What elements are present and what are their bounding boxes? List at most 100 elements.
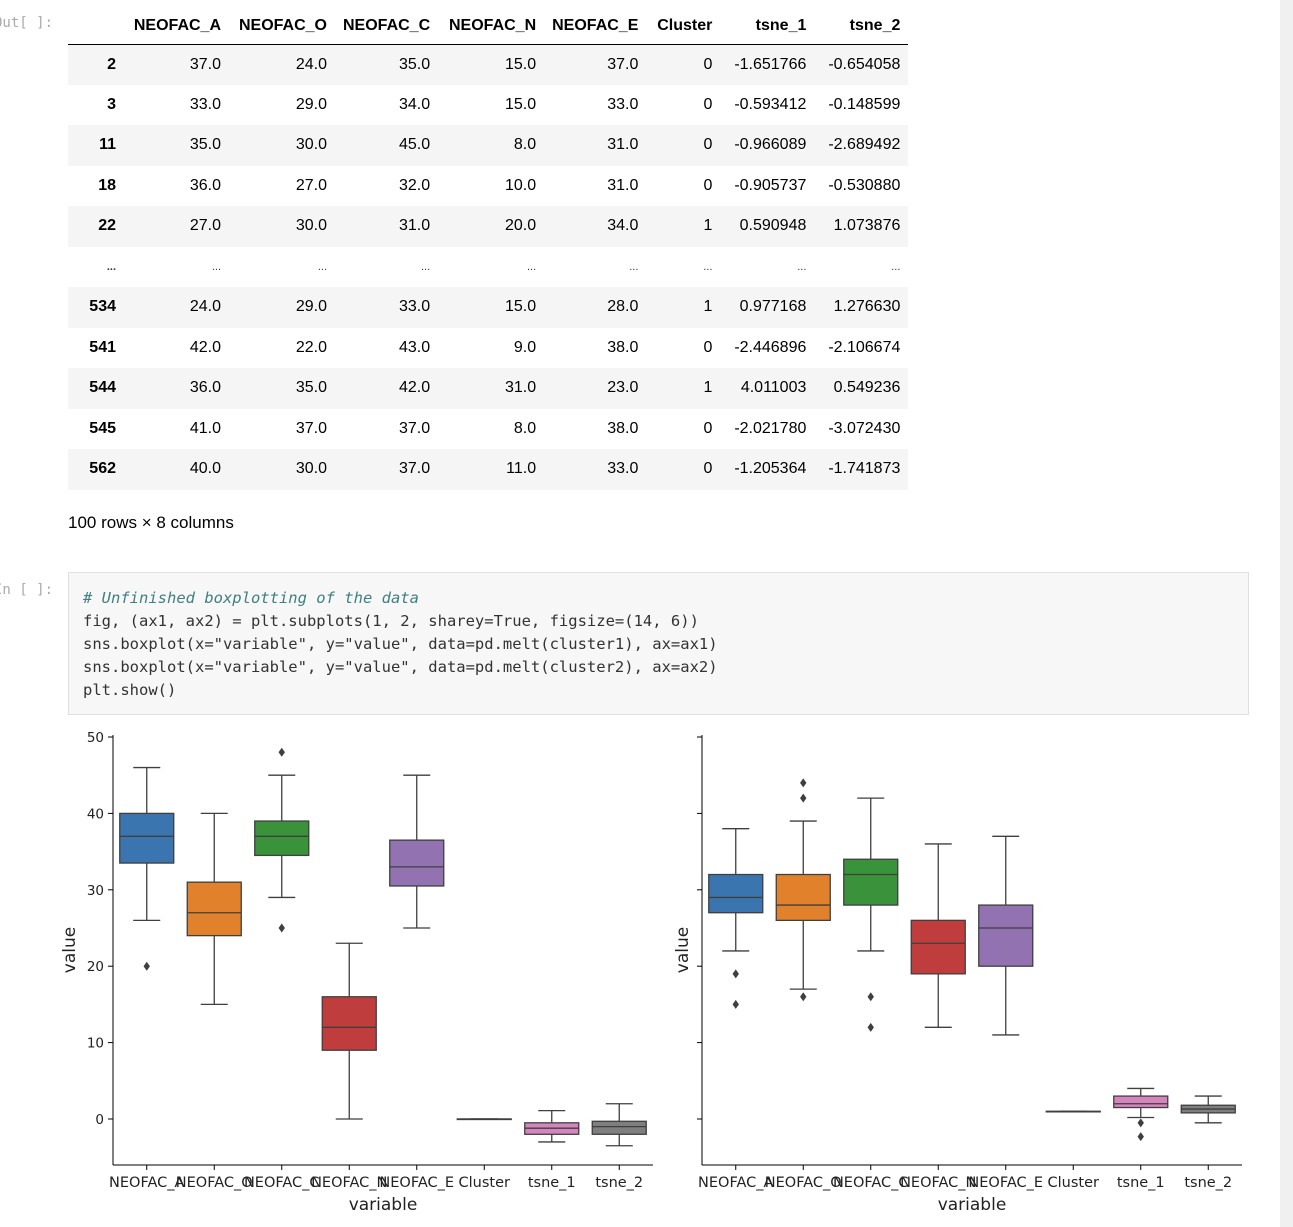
index-header — [68, 8, 124, 45]
x-tick-label: NEOFAC_A — [698, 1175, 773, 1191]
table-cell: -2.106674 — [828, 338, 901, 356]
table-cell: 0 — [703, 419, 713, 437]
table-cell: 37.0 — [295, 419, 327, 437]
table-cell: ... — [420, 260, 431, 273]
table-cell: -0.905737 — [734, 176, 807, 194]
column-header: NEOFAC_C — [335, 8, 439, 45]
table-cell: -0.654058 — [828, 55, 901, 73]
table-cell: ... — [526, 260, 537, 273]
table-cell: 29.0 — [295, 298, 327, 316]
table-cell: 33.0 — [607, 95, 639, 113]
outlier-point — [732, 969, 739, 979]
table-cell: 23.0 — [607, 379, 639, 397]
table-cell: 24.0 — [189, 298, 221, 316]
x-tick-label: tsne_1 — [528, 1175, 576, 1191]
box-neofac_e — [389, 839, 445, 887]
outlier-point — [800, 778, 807, 788]
table-row: 3 33.0 29.0 34.0 15.0 33.0 0 -0.593412 -0.148599 — [68, 85, 908, 126]
x-tick-label: tsne_2 — [1184, 1175, 1232, 1191]
code-line: plt.show() — [83, 681, 177, 699]
code-editor[interactable]: # Unfinished boxplotting of the data fig… — [69, 573, 1248, 702]
box-neofac_c — [843, 858, 899, 906]
table-cell: ... — [211, 260, 221, 273]
table-cell: 0 — [703, 95, 713, 113]
table-row: ........................... — [68, 247, 908, 288]
outlier-point — [143, 961, 150, 971]
x-tick-label: tsne_2 — [595, 1175, 643, 1191]
outlier-point — [867, 992, 874, 1002]
table-cell: 0.590948 — [739, 217, 807, 235]
table-cell: 20.0 — [504, 217, 537, 235]
table-cell: 31.0 — [398, 217, 431, 235]
x-tick-label: NEOFAC_O — [176, 1175, 253, 1191]
dataframe-table: NEOFAC_A NEOFAC_O NEOFAC_C NEOFAC_N NEOF… — [68, 8, 909, 490]
table-row: 541 42.0 22.0 43.0 9.0 38.0 0 -2.446896 -2.10667… — [68, 328, 908, 369]
table-row: 534 24.0 29.0 33.0 15.0 28.0 1 0.977168 1.276630 — [68, 287, 909, 328]
x-tick-label: NEOFAC_N — [311, 1175, 387, 1191]
outlier-point — [800, 992, 807, 1002]
table-cell: -2.689492 — [828, 136, 901, 154]
table-cell: 37.0 — [607, 55, 639, 73]
table-cell: 43.0 — [398, 338, 431, 356]
table-cell: ... — [797, 260, 807, 273]
x-tick-label: NEOFAC_E — [968, 1175, 1043, 1191]
outlier-point — [1137, 1118, 1144, 1128]
table-row: 11 35.0 30.0 45.0 8.0 31.0 0 -0.966089 -2.689492 — [68, 125, 909, 166]
table-cell: 34.0 — [607, 217, 639, 235]
table-cell: 31.0 — [607, 176, 639, 194]
table-cell: 30.0 — [295, 136, 327, 154]
table-cell: 24.0 — [295, 55, 327, 73]
table-cell: 33.0 — [189, 95, 221, 113]
y-tick-label: 30 — [87, 883, 104, 899]
table-row: 22 27.0 30.0 31.0 20.0 34.0 1 0.590948 1.073876 — [68, 206, 909, 247]
y-tick-label: 10 — [87, 1036, 104, 1052]
table-cell: 36.0 — [189, 176, 221, 194]
table-cell: ... — [891, 260, 901, 273]
box-neofac_n — [910, 919, 966, 975]
table-cell: 15.0 — [504, 55, 537, 73]
outlier-point — [800, 793, 807, 803]
table-row: 562 40.0 30.0 37.0 11.0 33.0 0 -1.205364 -1.7418… — [68, 449, 909, 490]
outlier-point — [732, 999, 739, 1009]
table-cell: ... — [703, 260, 713, 273]
table-cell: 37.0 — [189, 55, 221, 73]
vertical-scrollbar[interactable] — [1280, 0, 1293, 1227]
row-index: 544 — [89, 379, 116, 397]
row-index: 22 — [98, 217, 116, 235]
row-index: 11 — [99, 136, 116, 154]
table-row: 18 36.0 27.0 32.0 10.0 31.0 0 -0.905737 -0.53088… — [68, 166, 908, 207]
table-cell: 0 — [703, 338, 713, 356]
y-tick-label: 20 — [87, 959, 104, 975]
input-prompt: In [ ]: — [0, 582, 54, 598]
table-cell: 0.977168 — [739, 298, 807, 316]
box-neofac_o — [186, 881, 242, 937]
table-cell: 22.0 — [295, 338, 327, 356]
box-neofac_a — [708, 873, 764, 914]
row-index: 2 — [107, 55, 116, 73]
table-cell: 38.0 — [607, 338, 639, 356]
column-header: NEOFAC_O — [229, 8, 335, 45]
output-prompt: Out[ ]: — [0, 15, 54, 31]
table-cell: 15.0 — [504, 298, 537, 316]
table-row: 2 37.0 24.0 35.0 15.0 37.0 0 -1.651766 -0.654058 — [68, 44, 909, 85]
y-axis-label: value — [673, 927, 693, 973]
x-tick-label: NEOFAC_A — [109, 1175, 184, 1191]
table-cell: -1.741873 — [828, 460, 901, 478]
table-cell: 30.0 — [295, 217, 327, 235]
row-index: 18 — [98, 176, 116, 194]
outlier-point — [278, 747, 285, 757]
box-neofac_n — [321, 996, 377, 1051]
column-header: Cluster — [646, 8, 721, 45]
column-header: tsne_1 — [720, 8, 815, 45]
column-header: NEOFAC_A — [124, 8, 229, 45]
column-header: NEOFAC_E — [544, 8, 647, 45]
row-index: 541 — [89, 338, 116, 356]
code-cell[interactable]: # Unfinished boxplotting of the data fig… — [68, 572, 1249, 715]
table-cell: 11.0 — [506, 460, 537, 478]
code-line: sns.boxplot(x="variable", y="value", dat… — [83, 658, 718, 676]
table-cell: 37.0 — [398, 460, 431, 478]
table-header-row: NEOFAC_A NEOFAC_O NEOFAC_C NEOFAC_N NEOF… — [68, 8, 909, 45]
table-cell: ... — [629, 260, 639, 273]
table-cell: 10.0 — [504, 176, 537, 194]
outlier-point — [1137, 1132, 1144, 1142]
